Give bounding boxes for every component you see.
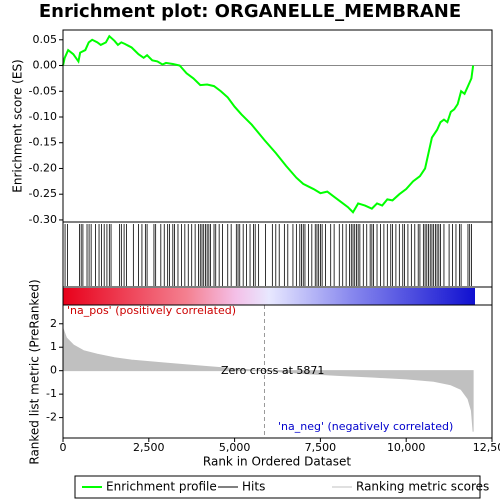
legend-label: Hits xyxy=(242,480,265,494)
x-tick-label: 2,500 xyxy=(133,441,165,454)
x-axis-label: Rank in Ordered Dataset xyxy=(203,455,351,469)
chart-title: Enrichment plot: ORGANELLE_MEMBRANE xyxy=(39,1,461,22)
y-tick-label: -0.10 xyxy=(29,110,57,123)
annotation: Zero cross at 5871 xyxy=(221,364,324,377)
es-line xyxy=(62,34,475,214)
y-tick-label: -0.25 xyxy=(29,187,57,200)
y2-axis-label: Ranked list metric (PreRanked) xyxy=(28,279,42,464)
x-tick-label: 7,500 xyxy=(305,441,337,454)
x-tick-label: 5,000 xyxy=(219,441,251,454)
y-tick-label: 0.05 xyxy=(33,33,58,46)
y-tick-label: -0.30 xyxy=(29,213,57,226)
rank-color-band xyxy=(63,288,475,305)
x-tick-label: 10,000 xyxy=(387,441,426,454)
legend xyxy=(74,475,481,499)
legend-label: Ranking metric scores xyxy=(356,480,489,494)
frame xyxy=(62,29,493,439)
y-tick-label: -0.05 xyxy=(29,84,57,97)
metric-area xyxy=(62,328,474,432)
y2-tick-label: 0 xyxy=(50,364,57,377)
annotation: 'na_neg' (negatively correlated) xyxy=(278,420,453,433)
y-tick-label: -0.15 xyxy=(29,136,57,149)
y-tick-label: -0.20 xyxy=(29,161,57,174)
y2-tick-label: -1 xyxy=(46,387,57,400)
y-tick-label: 0.00 xyxy=(33,59,58,72)
plot-area xyxy=(62,34,492,438)
y-axis-label: Enrichment score (ES) xyxy=(11,59,25,192)
y2-tick-label: 2 xyxy=(50,317,57,330)
y2-tick-label: 1 xyxy=(50,340,57,353)
legend-label: Enrichment profile xyxy=(106,480,217,494)
annotation: 'na_pos' (positively correlated) xyxy=(67,304,236,317)
x-tick-label: 0 xyxy=(60,441,67,454)
x-tick-label: 12,500 xyxy=(473,441,500,454)
y2-tick-label: -2 xyxy=(46,411,57,424)
band-end xyxy=(475,288,492,305)
